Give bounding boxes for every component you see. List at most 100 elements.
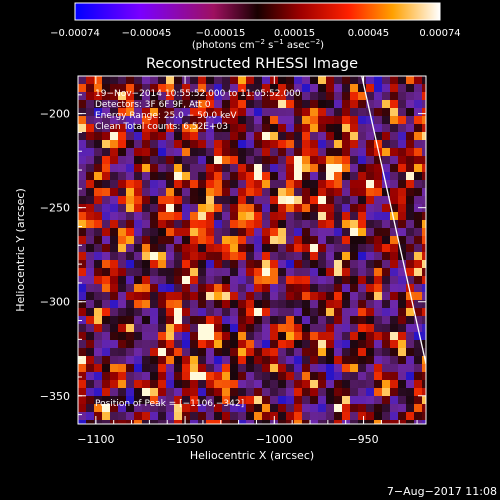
heatmap-cell	[238, 276, 246, 284]
heatmap-cell	[270, 204, 278, 212]
heatmap-cell	[318, 284, 326, 292]
heatmap-cell	[86, 196, 94, 204]
heatmap-cell	[390, 396, 398, 404]
heatmap-cell	[366, 116, 374, 124]
heatmap-cell	[182, 404, 190, 412]
heatmap-cell	[422, 420, 426, 424]
heatmap-cell	[214, 188, 222, 196]
heatmap-cell	[278, 228, 286, 236]
heatmap-cell	[358, 180, 366, 188]
heatmap-cell	[102, 412, 110, 420]
heatmap-cell	[278, 332, 286, 340]
heatmap-cell	[206, 156, 214, 164]
heatmap-cell	[366, 332, 374, 340]
heatmap-cell	[142, 148, 150, 156]
heatmap-cell	[198, 212, 206, 220]
heatmap-cell	[278, 260, 286, 268]
heatmap-cell	[254, 204, 262, 212]
heatmap-cell	[230, 100, 238, 108]
heatmap-cell	[150, 308, 158, 316]
heatmap-cell	[230, 212, 238, 220]
heatmap-cell	[174, 404, 182, 412]
heatmap-cell	[182, 100, 190, 108]
heatmap-cell	[150, 156, 158, 164]
heatmap-cell	[406, 324, 414, 332]
heatmap-cell	[382, 164, 390, 172]
heatmap-cell	[310, 108, 318, 116]
heatmap-cell	[78, 396, 86, 404]
heatmap-cell	[214, 356, 222, 364]
heatmap-cell	[222, 196, 230, 204]
heatmap-cell	[254, 276, 262, 284]
heatmap-cell	[398, 196, 406, 204]
heatmap-cell	[422, 260, 426, 268]
heatmap-cell	[190, 100, 198, 108]
heatmap-cell	[422, 140, 426, 148]
heatmap-cell	[190, 412, 198, 420]
heatmap-cell	[86, 404, 94, 412]
heatmap-cell	[182, 204, 190, 212]
heatmap-cell	[294, 364, 302, 372]
heatmap-cell	[78, 132, 86, 140]
heatmap-cell	[182, 116, 190, 124]
heatmap-cell	[334, 212, 342, 220]
heatmap-cell	[334, 324, 342, 332]
heatmap-cell	[382, 124, 390, 132]
heatmap-cell	[110, 404, 118, 412]
heatmap-cell	[406, 300, 414, 308]
heatmap-cell	[230, 380, 238, 388]
heatmap-cell	[302, 308, 310, 316]
heatmap-cell	[366, 92, 374, 100]
heatmap-cell	[270, 244, 278, 252]
heatmap-cell	[166, 364, 174, 372]
heatmap-cell	[78, 348, 86, 356]
heatmap-cell	[334, 124, 342, 132]
heatmap-cell	[166, 172, 174, 180]
heatmap-cell	[302, 132, 310, 140]
heatmap-cell	[182, 180, 190, 188]
heatmap-cell	[166, 372, 174, 380]
heatmap-cell	[230, 268, 238, 276]
heatmap-cell	[382, 244, 390, 252]
heatmap-cell	[158, 84, 166, 92]
heatmap-cell	[262, 340, 270, 348]
heatmap-cell	[374, 148, 382, 156]
heatmap-cell	[206, 76, 214, 84]
heatmap-cell	[134, 100, 142, 108]
heatmap-cell	[294, 228, 302, 236]
heatmap-cell	[326, 284, 334, 292]
heatmap-cell	[198, 132, 206, 140]
heatmap-cell	[230, 244, 238, 252]
heatmap-cell	[414, 220, 422, 228]
heatmap-cell	[342, 292, 350, 300]
peak-position-label: Position of Peak = [−1106,−342]	[95, 399, 244, 409]
heatmap-cell	[278, 404, 286, 412]
heatmap-cell	[254, 100, 262, 108]
heatmap-cell	[174, 132, 182, 140]
heatmap-cell	[246, 84, 254, 92]
colorbar-tick-label: 0.00045	[348, 28, 389, 39]
heatmap-cell	[238, 396, 246, 404]
heatmap-cell	[134, 164, 142, 172]
heatmap-cell	[230, 140, 238, 148]
heatmap-cell	[390, 132, 398, 140]
heatmap-cell	[406, 308, 414, 316]
heatmap-cell	[406, 116, 414, 124]
heatmap-cell	[406, 124, 414, 132]
heatmap-cell	[318, 364, 326, 372]
heatmap-cell	[358, 196, 366, 204]
heatmap-cell	[374, 332, 382, 340]
heatmap-cell	[206, 348, 214, 356]
heatmap-cell	[422, 124, 426, 132]
heatmap-cell	[78, 108, 86, 116]
heatmap-cell	[126, 412, 134, 420]
heatmap-cell	[326, 260, 334, 268]
heatmap-cell	[262, 220, 270, 228]
heatmap-cell	[342, 188, 350, 196]
heatmap-cell	[222, 132, 230, 140]
heatmap-cell	[142, 76, 150, 84]
heatmap-cell	[134, 300, 142, 308]
heatmap-cell	[174, 204, 182, 212]
heatmap-cell	[374, 284, 382, 292]
heatmap-cell	[102, 236, 110, 244]
